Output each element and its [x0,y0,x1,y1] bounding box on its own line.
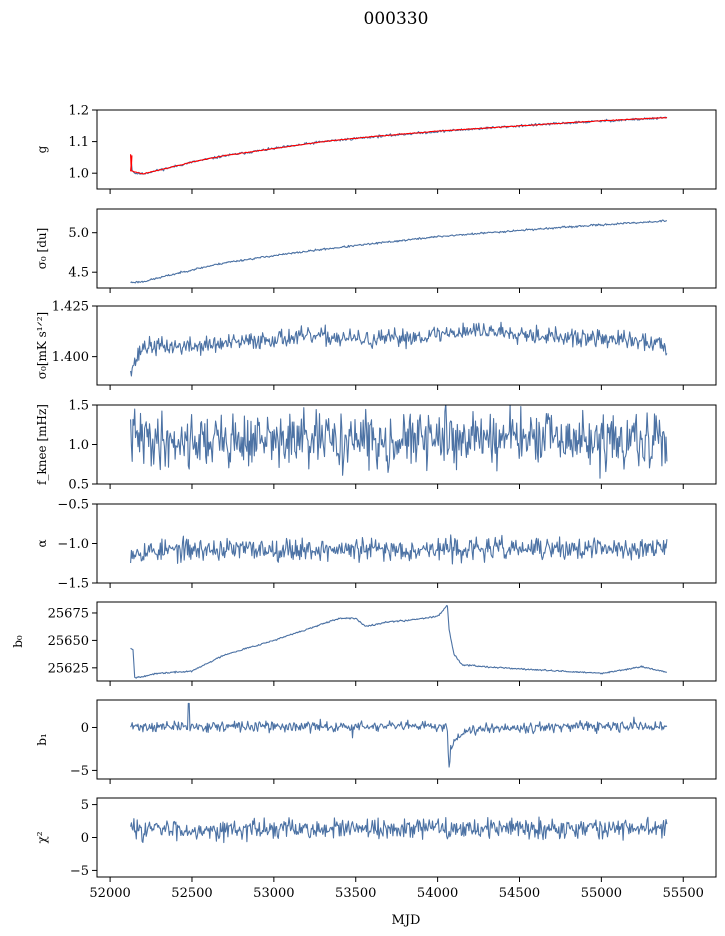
panel-b1: −5 0 b₁ [35,699,717,784]
xtick-label: 55000 [581,886,622,901]
ylabel-sigma0-du: σ₀ [du] [35,228,49,270]
xtick-label: 53000 [253,886,294,901]
panel-fknee: 0.5 1.0 1.5 f_knee [mHz] [35,399,717,493]
ytick-label: 1.0 [68,438,89,453]
ylabel-b0: b₀ [11,635,25,648]
ytick-label: −5 [70,764,89,779]
series-line-alpha [130,534,668,565]
x-axis-label: MJD [392,913,421,928]
series-line-sigma0-du [130,219,667,284]
series-line-sigma0-mks [130,321,668,377]
axes-frame-b0 [96,601,717,682]
axes-frame-g [96,109,717,190]
panel-b0: 25625 25650 25675 b₀ [11,601,717,686]
ytick-label: 5.0 [68,226,89,241]
ytick-label: 25675 [48,606,89,621]
series-line-chi2 [130,816,668,844]
ytick-label: 4.5 [68,266,89,281]
series-line-b0 [130,605,668,679]
axes-frame-sigma0-mks [96,305,717,386]
fit-line-g [130,116,668,175]
ytick-label: 5 [81,798,89,813]
ylabel-sigma0-mks: σ₀[mK s¹ᐟ²] [35,312,49,379]
ytick-label: 1.5 [68,399,89,414]
ytick-label: 1.2 [68,104,89,119]
xtick-label: 53500 [335,886,376,901]
panel-alpha: −1.5 −1.0 −0.5 α [35,498,717,592]
ytick-label: −1.5 [57,577,89,592]
ylabel-fknee: f_knee [mHz] [35,404,49,485]
ytick-label: −1.0 [57,537,89,552]
ytick-label: 1.1 [68,135,89,150]
xtick-label: 54000 [417,886,458,901]
ylabel-g: g [35,145,49,153]
xtick-label: 52500 [171,886,212,901]
series-line-g [130,116,668,175]
panel-sigma0-du: 4.5 5.0 σ₀ [du] [35,208,717,293]
ytick-label: 0 [81,831,89,846]
ytick-label: −5 [70,864,89,879]
panel-g: 1.0 1.1 1.2 g [35,104,717,194]
series-line-b1 [130,702,668,768]
ytick-label: 1.400 [52,350,89,365]
xtick-label: 52000 [89,886,130,901]
xtick-label: 55500 [663,886,704,901]
axes-frame-alpha [96,503,717,584]
ytick-label: 0 [81,721,89,736]
ytick-label: 25625 [48,661,89,676]
ytick-label: 0.5 [68,478,89,493]
xtick-label: 54500 [499,886,540,901]
ytick-label: 1.425 [52,300,89,315]
ylabel-b1: b₁ [35,733,49,746]
ylabel-chi2: χ² [35,831,49,843]
axes-frame-b1 [96,699,717,780]
ytick-label: 25650 [48,634,89,649]
figure-title: 000330 [364,9,429,29]
ylabel-alpha: α [35,539,49,547]
ytick-label: −0.5 [57,498,89,513]
series-line-fknee [130,405,668,479]
panel-chi2: −5 0 5 χ² 52000 52500 53000 53500 54000 54500 5500… [35,797,717,901]
axes-frame-sigma0-du [96,208,717,289]
ytick-label: 1.0 [68,167,89,182]
